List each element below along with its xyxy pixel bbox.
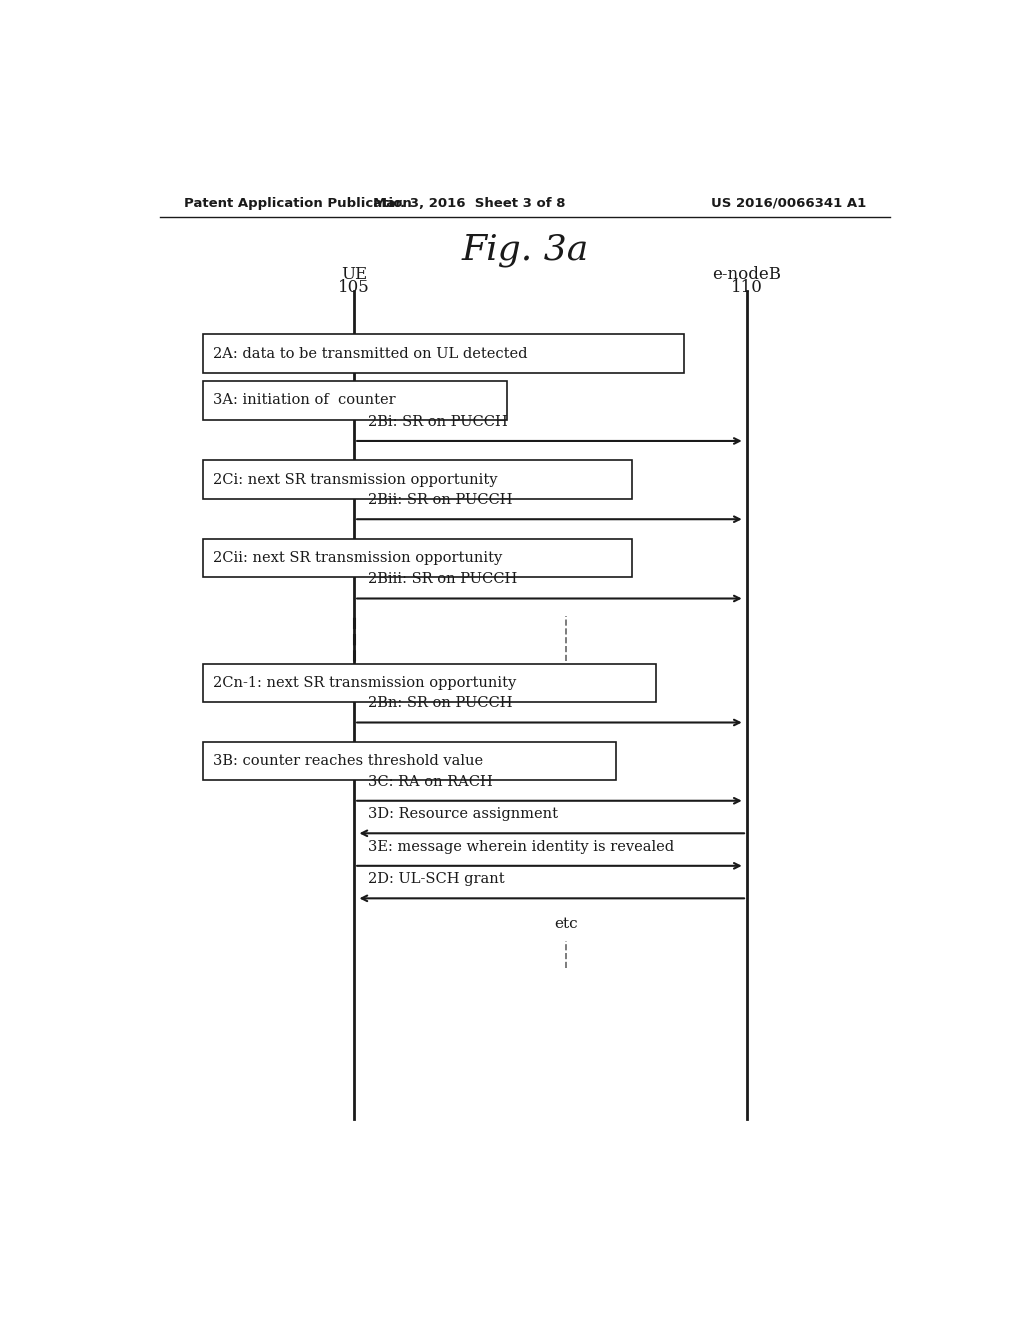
Text: US 2016/0066341 A1: US 2016/0066341 A1 xyxy=(711,197,866,210)
Text: 2Cn-1: next SR transmission opportunity: 2Cn-1: next SR transmission opportunity xyxy=(213,676,516,690)
Text: 3E: message wherein identity is revealed: 3E: message wherein identity is revealed xyxy=(369,840,675,854)
Text: 2Bii: SR on PUCCH: 2Bii: SR on PUCCH xyxy=(369,494,513,507)
Text: Patent Application Publication: Patent Application Publication xyxy=(183,197,412,210)
Text: 2Bi: SR on PUCCH: 2Bi: SR on PUCCH xyxy=(369,414,508,429)
Text: etc: etc xyxy=(555,917,579,931)
Text: 2Bn: SR on PUCCH: 2Bn: SR on PUCCH xyxy=(369,697,513,710)
FancyBboxPatch shape xyxy=(204,664,655,702)
Text: 2Ci: next SR transmission opportunity: 2Ci: next SR transmission opportunity xyxy=(213,473,498,487)
FancyBboxPatch shape xyxy=(204,539,632,577)
Text: 2A: data to be transmitted on UL detected: 2A: data to be transmitted on UL detecte… xyxy=(213,347,527,360)
FancyBboxPatch shape xyxy=(204,742,616,780)
Text: 2D: UL-SCH grant: 2D: UL-SCH grant xyxy=(369,873,505,886)
Text: 3D: Resource assignment: 3D: Resource assignment xyxy=(369,807,558,821)
Text: 105: 105 xyxy=(338,279,370,296)
Text: Mar. 3, 2016  Sheet 3 of 8: Mar. 3, 2016 Sheet 3 of 8 xyxy=(373,197,565,210)
Text: Fig. 3a: Fig. 3a xyxy=(461,232,589,267)
Text: 110: 110 xyxy=(731,279,763,296)
Text: e-nodeB: e-nodeB xyxy=(713,265,781,282)
Text: 3B: counter reaches threshold value: 3B: counter reaches threshold value xyxy=(213,754,483,768)
Text: 3A: initiation of  counter: 3A: initiation of counter xyxy=(213,393,395,408)
FancyBboxPatch shape xyxy=(204,381,507,420)
Text: 2Cii: next SR transmission opportunity: 2Cii: next SR transmission opportunity xyxy=(213,550,502,565)
Text: 2Biii: SR on PUCCH: 2Biii: SR on PUCCH xyxy=(369,573,518,586)
FancyBboxPatch shape xyxy=(204,334,684,372)
FancyBboxPatch shape xyxy=(204,461,632,499)
Text: 3C: RA on RACH: 3C: RA on RACH xyxy=(369,775,494,788)
Text: UE: UE xyxy=(341,265,368,282)
